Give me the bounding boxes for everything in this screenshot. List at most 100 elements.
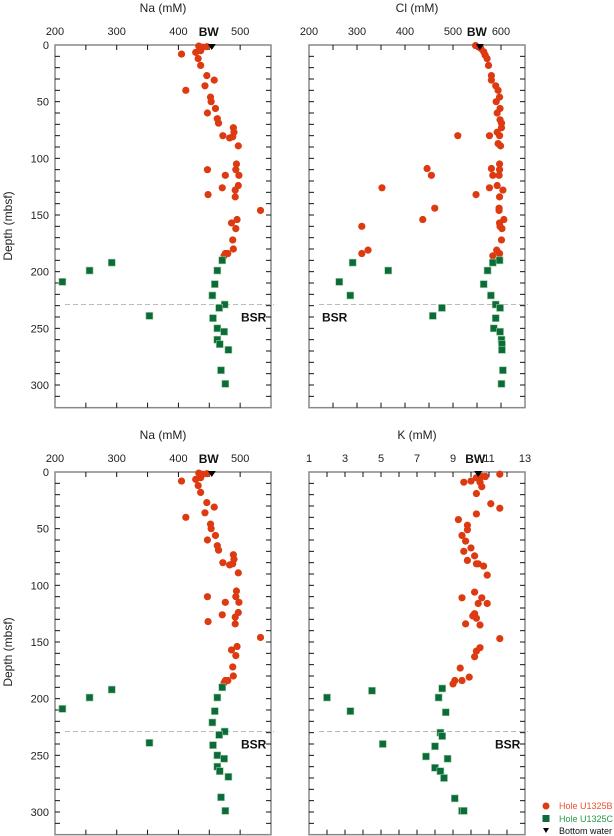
data-point-hole-u1325b [495, 160, 504, 168]
data-point-hole-u1325b [232, 593, 240, 601]
x-tick-label: 600 [492, 26, 510, 38]
panel-2: 200 300 400 500 600 Cl (mM) BSR BW [300, 1, 528, 409]
y-tick-label: 150 [31, 637, 49, 649]
data-point-hole-u1325b [194, 482, 202, 490]
data-point-hole-u1325b [231, 186, 239, 194]
data-point-hole-u1325b [483, 599, 491, 608]
y-tick-label: 250 [31, 323, 49, 335]
data-point-hole-u1325b [358, 222, 366, 230]
data-point-hole-u1325b [471, 41, 480, 50]
data-point-hole-u1325b [197, 61, 205, 69]
data-point-hole-u1325b [476, 621, 484, 629]
y-tick-label: 300 [31, 380, 49, 392]
data-point-hole-u1325b [487, 500, 495, 508]
data-point-hole-u1325c [220, 754, 228, 763]
data-point-hole-u1325b [203, 72, 211, 80]
data-point-hole-u1325b [472, 489, 480, 498]
data-point-hole-u1325b [431, 204, 439, 212]
data-point-hole-u1325b [423, 164, 431, 173]
x-axis-title: Na (mM) [140, 428, 187, 442]
data-point-hole-u1325c [498, 346, 506, 354]
x-tick-label: 11 [483, 453, 494, 465]
data-point-hole-u1325b [460, 547, 468, 555]
data-point-hole-u1325b [460, 478, 468, 486]
data-point-hole-u1325b [207, 98, 215, 106]
data-point-hole-u1325b [214, 119, 223, 127]
data-point-hole-u1325b [182, 86, 190, 94]
data-point-hole-u1325b [221, 171, 229, 179]
data-point-hole-u1325c [58, 278, 67, 286]
data-point-hole-u1325b [227, 646, 236, 654]
y-axis-label-top: Depth (mbsf) [1, 191, 15, 260]
data-point-hole-u1325c [215, 304, 223, 312]
x-tick-label: 300 [108, 26, 126, 38]
data-point-hole-u1325b [497, 124, 506, 132]
data-point-hole-u1325c [213, 693, 222, 702]
data-point-hole-u1325b [495, 249, 504, 258]
y-tick-label: 250 [31, 750, 49, 762]
data-point-hole-u1325c [436, 767, 445, 776]
y-tick-label: 100 [31, 153, 49, 165]
data-point-hole-u1325c [218, 683, 227, 692]
data-point-hole-u1325b [497, 236, 506, 244]
data-point-hole-u1325c [209, 741, 217, 749]
data-point-hole-u1325b [478, 483, 486, 491]
data-point-hole-u1325b [471, 653, 479, 661]
data-point-hole-u1325b [454, 132, 462, 140]
data-point-hole-u1325b [458, 676, 466, 685]
data-point-hole-u1325c [479, 280, 488, 288]
data-point-hole-u1325c [213, 324, 222, 333]
data-point-hole-u1325b [235, 171, 243, 179]
x-tick-label: 400 [169, 453, 187, 465]
data-point-hole-u1325b [496, 635, 504, 643]
data-point-hole-u1325b [456, 664, 464, 672]
data-point-hole-u1325b [492, 98, 500, 106]
data-point-hole-u1325b [419, 215, 427, 224]
data-point-hole-u1325b [229, 236, 237, 244]
data-point-hole-u1325c [346, 707, 355, 715]
data-point-hole-u1325b [204, 191, 212, 199]
data-point-hole-u1325b [232, 160, 241, 168]
data-point-hole-u1325b [210, 76, 218, 84]
data-point-hole-u1325b [483, 571, 491, 579]
data-point-hole-u1325c [218, 256, 227, 265]
data-point-hole-u1325b [194, 55, 202, 63]
data-point-hole-u1325b [214, 546, 223, 554]
data-point-hole-u1325c [496, 327, 504, 336]
data-point-hole-u1325c [220, 327, 228, 336]
data-point-hole-u1325c [496, 304, 504, 312]
data-point-hole-u1325c [487, 291, 495, 300]
data-point-hole-u1325b [485, 132, 494, 140]
data-point-hole-u1325b [232, 166, 240, 174]
data-point-hole-u1325b [467, 477, 475, 485]
data-point-hole-u1325b [498, 225, 506, 233]
data-point-hole-u1325b [493, 109, 501, 117]
data-point-hole-u1325b [495, 193, 504, 201]
legend-marker-bottom-water [543, 828, 549, 833]
data-point-hole-u1325b [233, 215, 241, 224]
data-point-hole-u1325b [229, 133, 237, 141]
data-point-hole-u1325c [438, 304, 446, 312]
data-point-hole-u1325b [462, 537, 470, 545]
data-point-hole-u1325b [233, 642, 241, 651]
data-point-hole-u1325c [378, 740, 387, 748]
bottom-water-marker [207, 44, 216, 50]
bsr-label: BSR [322, 311, 348, 325]
bsr-label: BSR [495, 738, 521, 752]
x-tick-label: 200 [300, 26, 318, 38]
data-point-hole-u1325b [472, 647, 480, 655]
bsr-label: BSR [241, 738, 267, 752]
x-axis-title: Cl (mM) [396, 1, 439, 15]
data-point-hole-u1325b [496, 470, 504, 478]
legend-marker-hole-b [542, 802, 550, 810]
data-point-hole-u1325b [207, 525, 215, 533]
y-tick-label: 0 [43, 467, 49, 479]
data-point-hole-u1325c [85, 266, 94, 275]
data-point-hole-u1325b [234, 569, 242, 577]
plot-frame [308, 471, 526, 836]
data-point-hole-u1325c [215, 767, 224, 776]
data-point-hole-u1325c [335, 278, 344, 286]
data-point-hole-u1325b [481, 472, 489, 481]
data-point-hole-u1325b [201, 82, 209, 90]
